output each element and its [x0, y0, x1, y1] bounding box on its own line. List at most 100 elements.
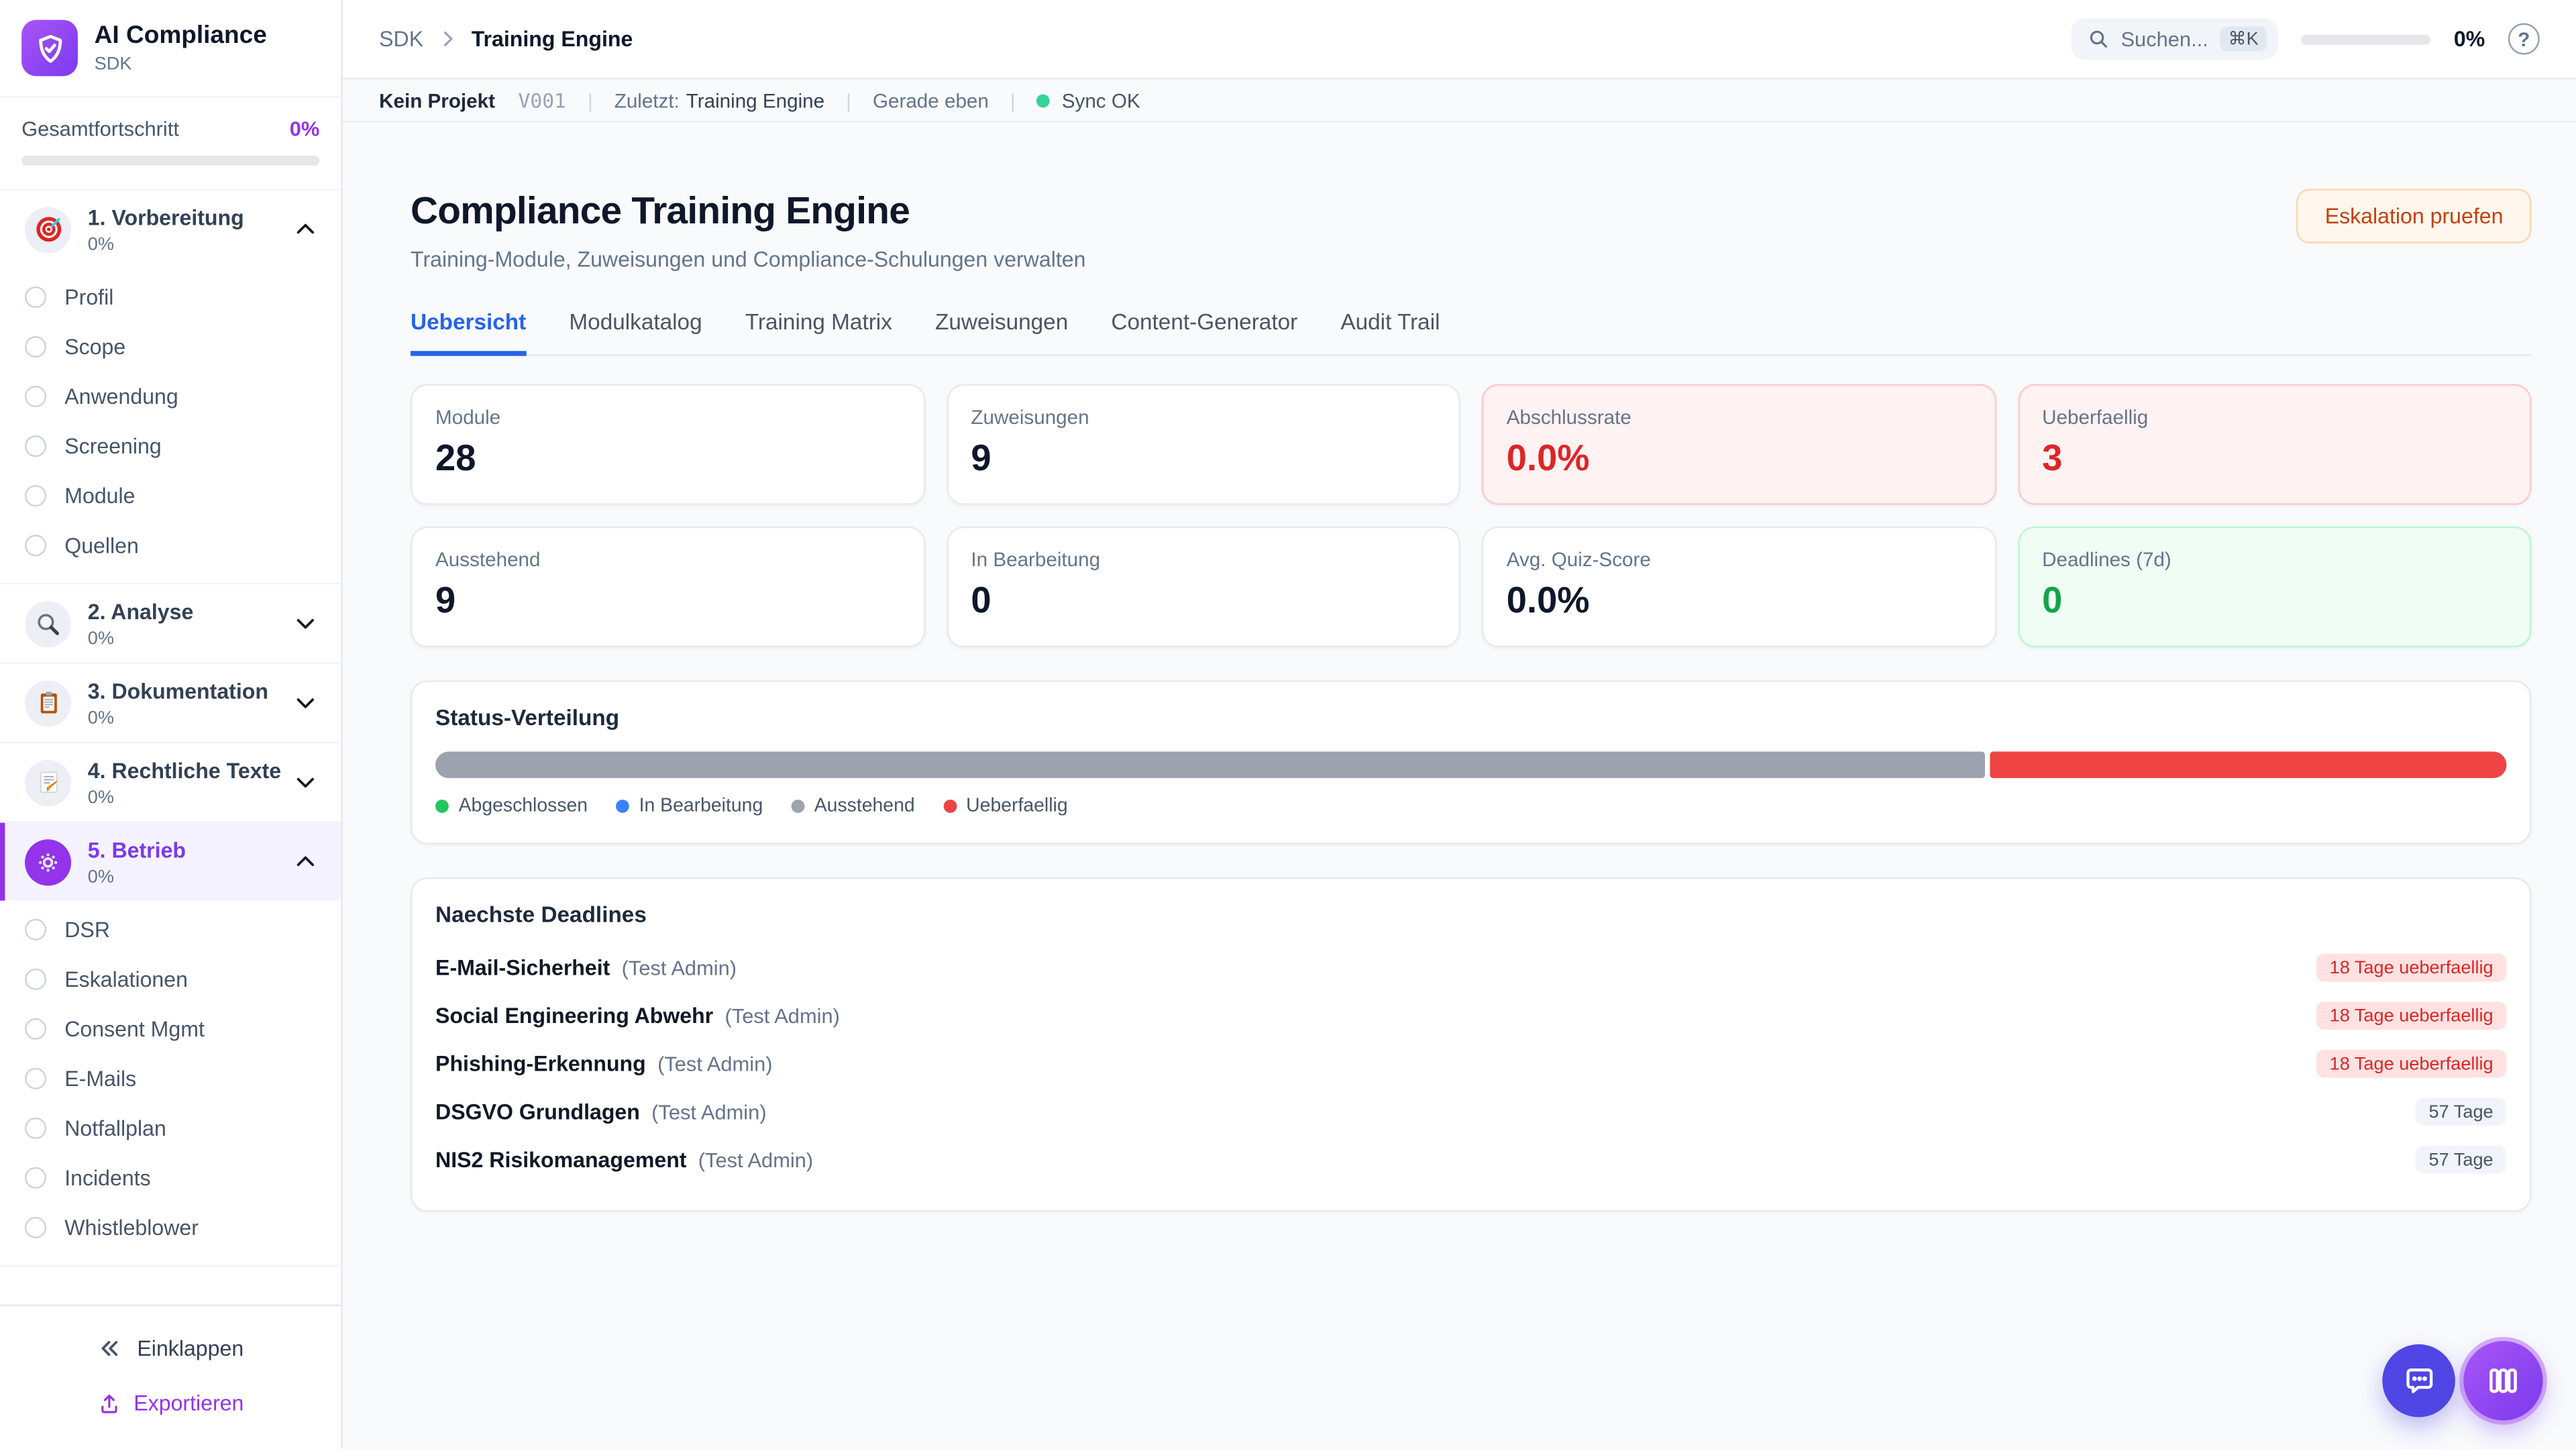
stat-value: 0.0% — [1506, 437, 1590, 479]
deadline-info: Phishing-Erkennung (Test Admin) — [435, 1049, 772, 1078]
status-circle-icon — [25, 533, 47, 555]
deadline-info: Social Engineering Abwehr (Test Admin) — [435, 1001, 840, 1030]
app-logo — [21, 19, 78, 76]
sync-status: Sync OK — [1036, 89, 1140, 112]
status-distribution-bar — [435, 751, 2507, 778]
app-title: AI Compliance — [94, 22, 267, 50]
deadline-badge: 57 Tage — [2415, 1097, 2507, 1126]
stat-card-zuweisungen: Zuweisungen 9 — [946, 384, 1460, 505]
deadline-row: DSGVO Grundlagen (Test Admin) 57 Tage — [435, 1087, 2507, 1136]
stat-value: 0 — [2042, 579, 2063, 621]
top-bar: SDK Training Engine Suchen... ⌘K 0% ? — [342, 0, 2576, 80]
overall-progress-label: Gesamtfortschritt — [21, 117, 179, 141]
sidebar-item-e-mails[interactable]: E-Mails — [0, 1053, 341, 1103]
deadline-badge: 57 Tage — [2415, 1145, 2507, 1174]
memo-icon — [25, 759, 72, 806]
legend-label: In Bearbeitung — [639, 796, 763, 816]
sidebar-section-progress: 0% — [87, 629, 115, 649]
sidebar-item-label: Notfallplan — [64, 1115, 166, 1140]
sidebar-item-profil[interactable]: Profil — [0, 272, 341, 321]
clipboard-icon — [25, 680, 72, 727]
sidebar-section-label: 5. Betrieb — [87, 837, 186, 863]
distribution-segment-ueberfaellig — [1990, 751, 2507, 778]
deadline-module-name: E-Mail-Sicherheit — [435, 954, 610, 979]
status-distribution-title: Status-Verteilung — [435, 705, 620, 731]
deadlines-list: E-Mail-Sicherheit (Test Admin) 18 Tage ueb… — [435, 944, 2507, 1184]
search-input[interactable]: Suchen... ⌘K — [2071, 18, 2279, 60]
stat-card-deadlines-7d-: Deadlines (7d) 0 — [2017, 526, 2532, 647]
tab-zuweisungen[interactable]: Zuweisungen — [935, 309, 1069, 335]
chevron-down-icon — [293, 770, 318, 795]
deadline-info: NIS2 Risikomanagement (Test Admin) — [435, 1145, 813, 1175]
sidebar-section-items: DSR Eskalationen Consent Mgmt E-Mails Notfal… — [0, 901, 341, 1265]
stat-label: Abschlussrate — [1506, 405, 1631, 429]
sync-status-label: Sync OK — [1061, 89, 1140, 112]
deadline-module-name: Phishing-Erkennung — [435, 1050, 646, 1075]
breadcrumb-root[interactable]: SDK — [379, 26, 424, 52]
sidebar-section-header[interactable]: 5. Betrieb 0% — [0, 822, 341, 901]
sidebar-item-label: E-Mails — [64, 1065, 137, 1091]
deadline-row: E-Mail-Sicherheit (Test Admin) 18 Tage ueb… — [435, 944, 2507, 992]
sidebar-item-screening[interactable]: Screening — [0, 421, 341, 470]
legend-item-abgeschlossen: Abgeschlossen — [435, 796, 588, 816]
sidebar: AI Compliance SDK Gesamtfortschritt 0% 1… — [0, 0, 343, 1449]
tab-modulkatalog[interactable]: Modulkatalog — [569, 309, 702, 335]
tab-training-matrix[interactable]: Training Matrix — [745, 309, 892, 335]
status-distribution-legend: Abgeschlossen In Bearbeitung Ausstehend Ueb… — [435, 796, 2506, 816]
sidebar-item-incidents[interactable]: Incidents — [0, 1152, 341, 1202]
tab-uebersicht[interactable]: Uebersicht — [411, 309, 527, 356]
chevron-down-icon — [293, 611, 318, 636]
sidebar-item-label: Whistleblower — [64, 1214, 199, 1240]
app-title-block: AI Compliance SDK — [95, 22, 267, 74]
sidebar-item-whistleblower[interactable]: Whistleblower — [0, 1202, 341, 1252]
stat-label: Avg. Quiz-Score — [1506, 547, 1651, 572]
sidebar-item-label: Consent Mgmt — [64, 1016, 205, 1041]
chat-fab-button[interactable] — [2382, 1344, 2455, 1417]
status-divider: | — [587, 89, 593, 112]
sidebar-section-header[interactable]: 3. Dokumentation 0% — [0, 664, 341, 742]
deadline-module-name: Social Engineering Abwehr — [435, 1002, 714, 1028]
sidebar-item-label: Module — [64, 482, 136, 508]
deadline-info: E-Mail-Sicherheit (Test Admin) — [435, 953, 737, 982]
sidebar-item-module[interactable]: Module — [0, 470, 341, 520]
sidebar-item-quellen[interactable]: Quellen — [0, 520, 341, 570]
legend-item-in-bearbeitung: In Bearbeitung — [616, 796, 763, 816]
sidebar-item-label: Screening — [64, 433, 162, 458]
check-escalation-button[interactable]: Eskalation pruefen — [2296, 189, 2532, 244]
sync-ok-dot — [1036, 93, 1051, 107]
legend-dot-icon — [943, 799, 957, 813]
sidebar-item-anwendung[interactable]: Anwendung — [0, 371, 341, 421]
help-icon[interactable]: ? — [2508, 23, 2540, 55]
tab-audit-trail[interactable]: Audit Trail — [1340, 309, 1440, 335]
page-subtitle: Training-Module, Zuweisungen und Complia… — [411, 246, 1086, 272]
sidebar-item-scope[interactable]: Scope — [0, 321, 341, 371]
tab-content-generator[interactable]: Content-Generator — [1111, 309, 1298, 335]
sidebar-section-label: 1. Vorbereitung — [87, 205, 244, 231]
sidebar-item-label: DSR — [64, 916, 110, 942]
page-heading-block: Compliance Training Engine Training-Modu… — [411, 189, 1085, 271]
sidebar-item-eskalationen[interactable]: Eskalationen — [0, 954, 341, 1004]
sidebar-item-notfallplan[interactable]: Notfallplan — [0, 1103, 341, 1152]
status-circle-icon — [25, 1116, 47, 1138]
collapse-sidebar-button[interactable]: Einklappen — [20, 1326, 321, 1371]
sidebar-section-progress: 0% — [87, 235, 115, 256]
status-circle-icon — [25, 1017, 47, 1039]
sidebar-item-consent-mgmt[interactable]: Consent Mgmt — [0, 1004, 341, 1053]
deadline-assignee: (Test Admin) — [657, 1052, 773, 1075]
sidebar-section-header[interactable]: 1. Vorbereitung 0% — [0, 191, 341, 268]
sidebar-section-header[interactable]: 4. Rechtliche Texte 0% — [0, 743, 341, 821]
deadline-module-name: DSGVO Grundlagen — [435, 1098, 640, 1124]
status-circle-icon — [25, 1166, 47, 1188]
legend-item-ausstehend: Ausstehend — [791, 796, 915, 816]
export-button[interactable]: Exportieren — [20, 1381, 321, 1426]
sidebar-item-label: Incidents — [64, 1165, 151, 1190]
stat-value: 0 — [971, 579, 991, 621]
columns-fab-button[interactable] — [2463, 1340, 2543, 1421]
sidebar-item-label: Profil — [64, 284, 114, 309]
sidebar-item-dsr[interactable]: DSR — [0, 904, 341, 953]
legend-dot-icon — [435, 799, 449, 813]
overall-progress-value: 0% — [289, 117, 320, 141]
magnifier-icon — [25, 600, 72, 647]
last-saved-time: Gerade eben — [872, 89, 989, 112]
sidebar-section-header[interactable]: 2. Analyse 0% — [0, 584, 341, 662]
